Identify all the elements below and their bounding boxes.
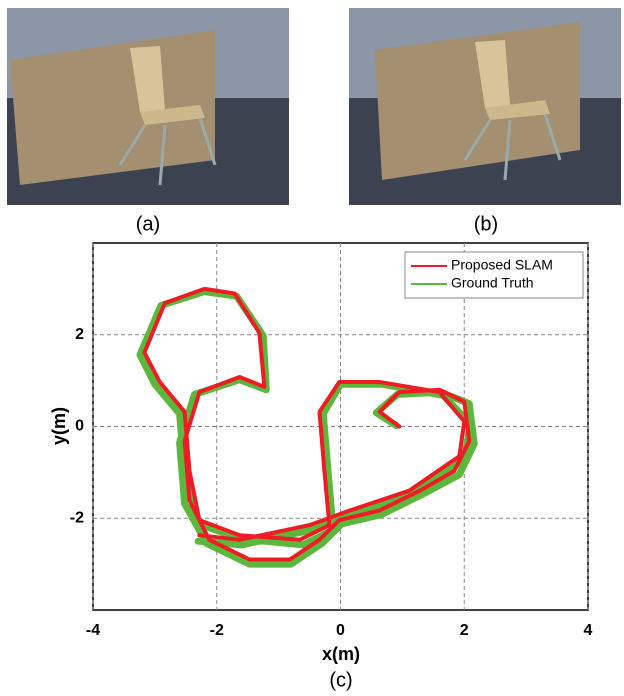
x-tick-label: -2 [210,622,224,639]
y-tick-label: 2 [75,326,84,343]
x-tick-label: 2 [460,622,469,639]
x-tick-label: 4 [584,622,593,639]
y-axis-label: y(m) [49,407,69,445]
caption: (b) [474,213,498,235]
legend-label: Ground Truth [451,275,534,291]
plot: -4 -2 0 2 4 -2 0 2 Proposed SLAM Ground Truth [70,243,593,639]
legend-label: Proposed SLAM [451,257,553,273]
y-tick-label: -2 [70,509,84,526]
x-axis-label: x(m) [322,644,360,664]
caption: (a) [136,213,160,235]
trajectory [142,286,472,562]
x-tick-label: -4 [86,622,100,639]
x-tick-label: 0 [336,622,345,639]
legend-box [404,251,584,299]
caption: (c) [329,669,352,691]
photo-a [7,8,289,205]
photo-b [349,8,621,205]
y-tick-label: 0 [75,418,84,435]
